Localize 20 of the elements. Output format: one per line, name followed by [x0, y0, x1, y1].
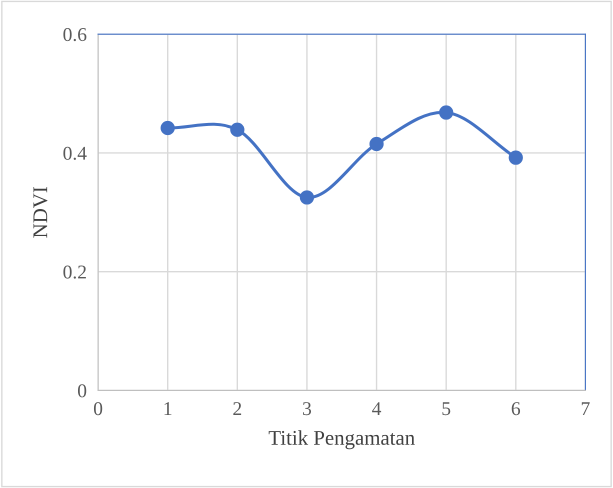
x-tick-label: 6 — [512, 402, 520, 416]
point — [508, 150, 523, 165]
point — [160, 120, 175, 136]
x-axis-title: Titik Pengamatan — [268, 430, 415, 450]
point — [369, 136, 384, 152]
y-axis-title: NDVI — [33, 186, 48, 238]
y-tick-label: 0 — [78, 384, 86, 398]
y-tick-label: 0.6 — [63, 28, 86, 42]
x-tick-label: 3 — [303, 402, 312, 416]
y-tick-label: 0.2 — [63, 265, 86, 279]
x-tick-label: 1 — [164, 402, 172, 416]
point — [230, 122, 244, 137]
x-tick-label: 2 — [233, 402, 242, 416]
point — [300, 190, 314, 205]
x-tick-label: 7 — [582, 402, 590, 416]
point — [439, 105, 454, 120]
x-tick-label: 5 — [442, 402, 450, 416]
x-tick-label: 0 — [94, 402, 102, 416]
y-tick-label: 0.4 — [63, 146, 87, 160]
x-tick-label: 4 — [372, 402, 382, 416]
